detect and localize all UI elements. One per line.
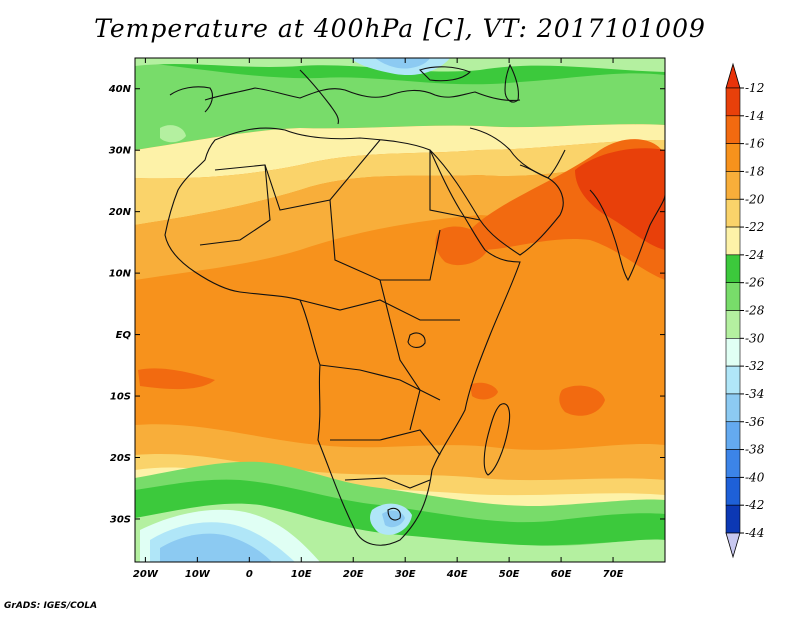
band-north-yellow — [135, 124, 665, 179]
hot-spot-madagascar-east — [559, 385, 605, 416]
colorbar-swatch — [725, 477, 741, 506]
colorbar-swatch — [725, 87, 741, 117]
plot-frame — [134, 57, 666, 563]
arabia-coastline — [429, 127, 564, 256]
colorbar-label: -14 — [745, 109, 764, 123]
colorbar-label: -40 — [745, 470, 765, 484]
border-5 — [319, 364, 441, 401]
colorbar: -12 -14 -16 -18 -20 -22 -24 -26 -28 -30 -32 -34 -36 -… — [725, 62, 765, 559]
lon-tick-label: 10E — [291, 569, 312, 580]
colorbar-swatch — [725, 365, 741, 395]
colorbar-swatch — [725, 115, 741, 144]
lon-tick-label: 60E — [551, 569, 572, 580]
colorbar-swatch — [725, 282, 741, 311]
colorbar-label: -28 — [745, 304, 765, 318]
blacksea-coastline — [418, 66, 471, 82]
colorbar-label: -24 — [745, 248, 764, 262]
border-4 — [379, 279, 421, 431]
cold-patch-south-blue — [160, 533, 272, 562]
lat-tick-label: 10S — [110, 392, 131, 403]
colorbar-label: -12 — [745, 81, 764, 95]
colorbar-label: -18 — [745, 164, 765, 178]
persian-gulf — [519, 149, 566, 179]
lesotho — [387, 507, 401, 521]
longitude-axis: 20W 10W 0 10E 20E 30E 40E 50E 60E 70E — [133, 58, 624, 580]
cold-patch-north-2 — [375, 58, 430, 69]
colorbar-label: -16 — [745, 137, 765, 151]
colorbar-swatch — [725, 171, 741, 200]
colorbar-top-arrow — [725, 62, 741, 89]
colorbar-swatch — [725, 393, 741, 423]
iberia-coastline — [169, 86, 214, 113]
colorbar-swatch — [725, 143, 741, 172]
lat-tick-label: 20S — [110, 453, 131, 464]
colorbar-label: -38 — [745, 443, 765, 457]
hot-core-india — [575, 148, 665, 250]
border-7 — [330, 429, 441, 456]
caspian-coastline — [504, 63, 519, 103]
lat-tick-label: 40N — [108, 84, 132, 95]
colorbar-label: -22 — [745, 220, 764, 234]
colorbar-label: -34 — [745, 387, 764, 401]
lon-tick-label: 20W — [133, 569, 159, 580]
lon-tick-label: 50E — [499, 569, 520, 580]
coastlines — [164, 63, 665, 546]
colorbar-label: -30 — [745, 331, 765, 345]
green-blob-north — [160, 125, 186, 143]
colorbar-label: -36 — [745, 415, 765, 429]
lon-tick-label: 40E — [446, 569, 468, 580]
latitude-axis: 40N 30N 20N 10N EQ 10S 20S 30S — [108, 84, 665, 525]
credit-label: GrADS: IGES/COLA — [4, 601, 98, 611]
lat-tick-label: 20N — [109, 207, 132, 218]
colorbar-swatch — [725, 338, 741, 367]
lat-tick-label: 10N — [109, 269, 132, 280]
colorbar-label: -26 — [745, 276, 765, 290]
colorbar-label: -32 — [745, 359, 764, 373]
border-8 — [344, 477, 431, 489]
lon-tick-label: 70E — [603, 569, 624, 580]
india-coastline — [589, 189, 665, 282]
colorbar-bottom-arrow — [725, 532, 741, 559]
colorbar-swatch — [725, 421, 741, 450]
lon-tick-label: 30E — [395, 569, 416, 580]
lon-tick-label: 20E — [343, 569, 364, 580]
border-3 — [199, 164, 271, 246]
colorbar-swatch — [725, 504, 741, 534]
cold-patch-southafrica-core — [382, 510, 405, 528]
colorbar-swatch — [725, 198, 741, 228]
europe-coastline — [204, 87, 521, 102]
madagascar-coastline — [483, 403, 511, 476]
colorbar-label: -44 — [745, 526, 764, 540]
africa-coastline — [164, 127, 521, 546]
colorbar-swatch — [725, 254, 741, 283]
border-9 — [429, 150, 481, 221]
lat-tick-label: EQ — [116, 330, 132, 341]
border-6 — [299, 299, 460, 321]
italy-coastline — [299, 69, 339, 125]
lat-tick-label: 30S — [110, 514, 131, 525]
colorbar-label: -20 — [745, 192, 765, 206]
lake-victoria — [407, 332, 426, 348]
border-1 — [214, 139, 381, 211]
colorbar-swatch — [725, 310, 741, 339]
colorbar-label: -42 — [745, 498, 764, 512]
lon-tick-label: 10W — [185, 569, 211, 580]
lat-tick-label: 30N — [109, 146, 132, 157]
colorbar-swatch — [725, 449, 741, 478]
band-north-paleorange — [135, 140, 665, 225]
hot-spot-mozambique — [470, 382, 498, 400]
map-title: Temperature at 400hPa [C], VT: 201710100… — [94, 14, 706, 43]
lon-tick-label: 0 — [246, 569, 253, 580]
hot-spot-west — [138, 368, 215, 390]
colorbar-swatch — [725, 226, 741, 256]
